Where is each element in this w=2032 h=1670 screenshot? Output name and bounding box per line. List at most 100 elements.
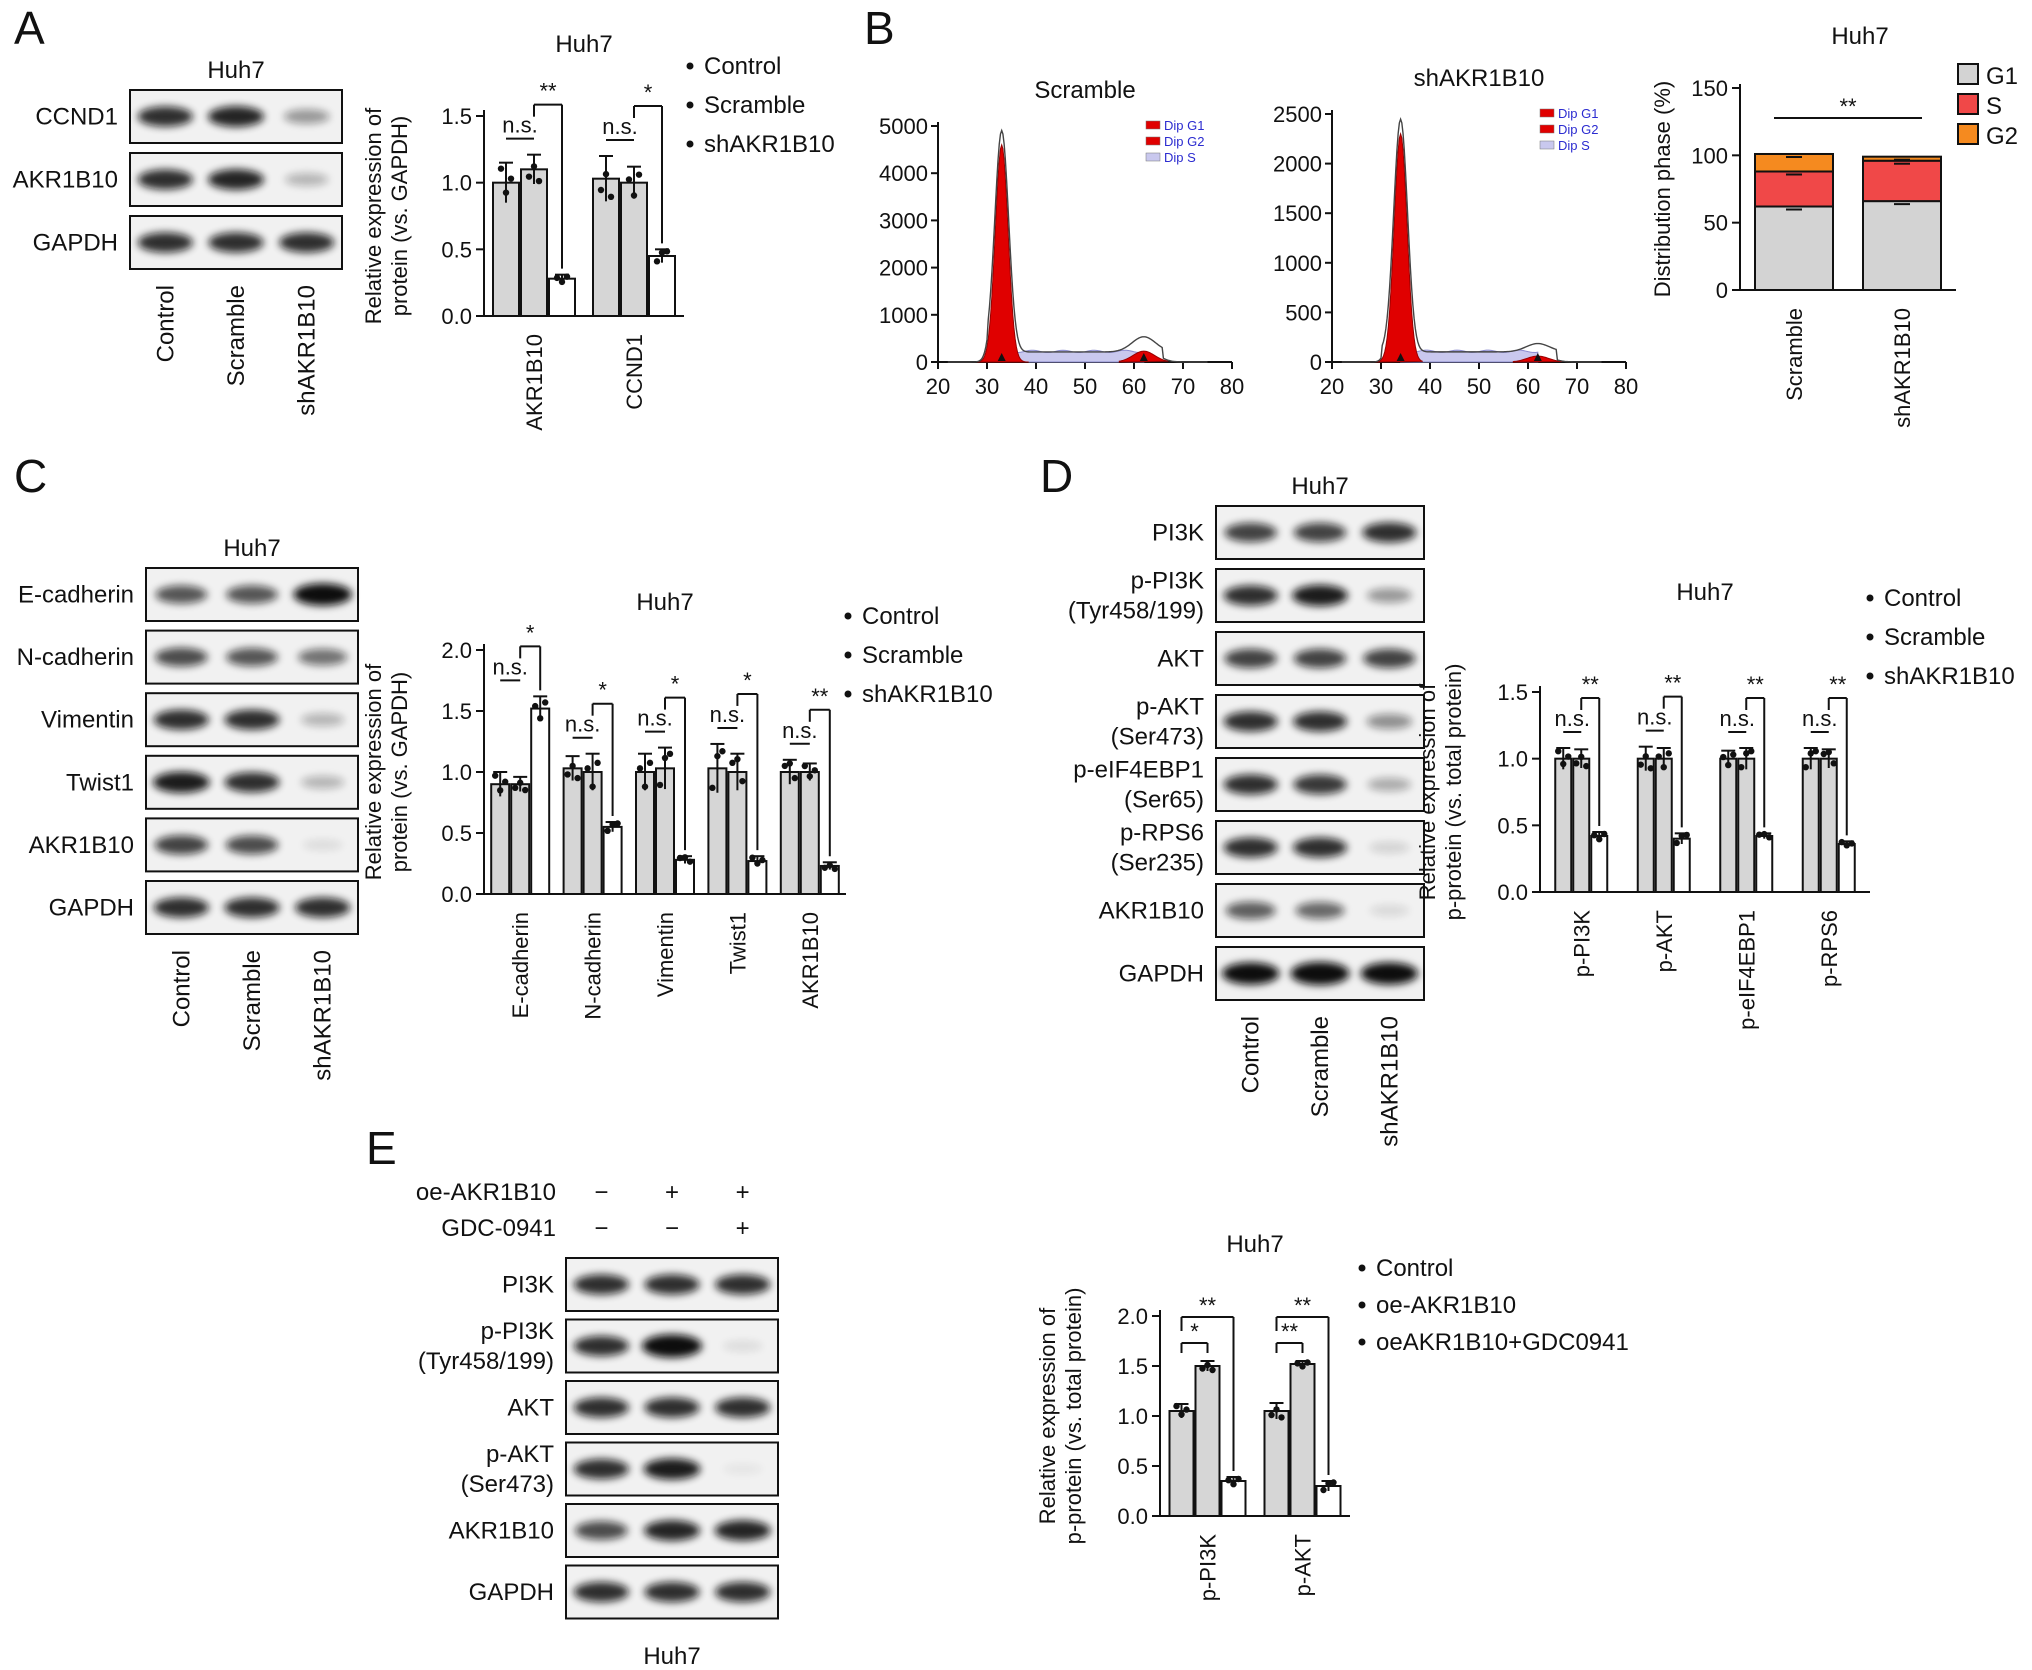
blot-row-label-line: (Ser65)	[1124, 787, 1204, 814]
blot-band	[295, 897, 351, 918]
legend-label: shAKR1B10	[704, 131, 835, 158]
y-axis-label-line: Relative expression of	[361, 107, 386, 324]
data-point	[564, 771, 571, 778]
peak-marker	[997, 353, 1006, 361]
legend-marker	[686, 140, 694, 148]
x-tick-label: AKR1B10	[522, 334, 547, 431]
hist-title: Scramble	[1034, 77, 1135, 104]
ns-label: n.s.	[1802, 706, 1837, 731]
hist-legend-swatch	[1145, 120, 1161, 130]
ns-label: n.s.	[502, 113, 537, 138]
data-point	[636, 765, 644, 772]
sig-label: **	[1294, 1293, 1312, 1318]
y-axis-label: Relative expression of protein (vs. GAPDH…	[361, 107, 412, 324]
data-point	[1802, 764, 1809, 771]
legend-marker	[686, 62, 694, 70]
blot-row-label-line: p-PI3K	[1131, 568, 1204, 595]
y-axis-label-line: protein (vs. GAPDH)	[387, 116, 412, 317]
data-point	[656, 781, 664, 789]
data-point	[676, 854, 684, 862]
blot-row-label-line: (Ser235)	[1111, 850, 1204, 877]
chart-B-stacked: 0 50 100 150 Huh7 Distribution phase (%) Scram…	[1650, 23, 2018, 428]
data-point	[754, 860, 761, 867]
data-point	[1183, 1406, 1190, 1413]
blot-band	[644, 1274, 700, 1295]
blot-row-label-line: p-PI3K	[481, 1318, 554, 1345]
chart-title: Huh7	[555, 31, 612, 58]
x-tick-label: 30	[1369, 374, 1393, 399]
histogram-trace	[1341, 116, 1602, 363]
y-tick-label: 5000	[879, 114, 928, 139]
blot-band	[224, 709, 280, 730]
blot-band	[1293, 522, 1347, 543]
data-point	[497, 787, 504, 794]
y-axis-label: Relative expression of p-protein (vs. tot…	[1035, 1288, 1086, 1545]
hist-legend-swatch	[1539, 140, 1555, 150]
bar	[1654, 757, 1673, 894]
data-point	[749, 854, 756, 861]
y-tick-label: 1.5	[1497, 680, 1528, 705]
x-tick-label: 80	[1220, 374, 1244, 399]
legend-marker	[844, 690, 852, 698]
y-axis-label-group: Relative expression of p-protein (vs. tot…	[1035, 1288, 1086, 1545]
panel-label-D: D	[1040, 450, 1073, 502]
data-point	[630, 192, 638, 199]
y-tick-label: 0	[916, 350, 928, 375]
hist-legend-label: Dip S	[1164, 150, 1196, 165]
blot-row-label-line: (Tyr458/199)	[1068, 598, 1204, 625]
legend-label: Control	[1376, 1255, 1453, 1282]
data-point	[1725, 761, 1732, 769]
data-point	[786, 760, 793, 767]
blot-band	[293, 583, 352, 606]
blot-E: PI3K p-PI3K (Tyr458/199) AKT p-AKT (Ser473) AK…	[416, 1179, 779, 1670]
data-point	[1565, 753, 1572, 760]
data-point	[1660, 764, 1667, 771]
x-tick-label: 40	[1024, 374, 1048, 399]
data-point	[791, 774, 798, 782]
blot-band	[225, 835, 279, 855]
data-point	[1330, 1479, 1337, 1486]
blot-band	[1225, 901, 1276, 920]
data-point	[661, 754, 669, 762]
treatment-label: GDC-0941	[441, 1215, 556, 1242]
blot-band	[715, 1581, 771, 1603]
legend-E: Control oe-AKR1B10 oeAKR1B10+GDC0941	[1358, 1255, 1629, 1356]
data-point	[1665, 750, 1672, 757]
legend-label: shAKR1B10	[1884, 663, 2015, 690]
x-tick-label: N-cadherin	[581, 912, 606, 1020]
blot-band	[226, 585, 278, 604]
blot-band	[154, 835, 209, 855]
data-point	[1812, 748, 1819, 755]
blot-band	[573, 1458, 629, 1480]
bar	[1819, 757, 1838, 894]
legend-marker	[686, 101, 694, 109]
sig-label: **	[539, 79, 557, 104]
blot-lane-label: shAKR1B10	[294, 285, 321, 416]
blot-row-label: AKR1B10	[449, 1518, 554, 1545]
x-tick-label: 60	[1122, 374, 1146, 399]
y-tick-label: 1.0	[441, 760, 472, 785]
data-point	[1642, 753, 1649, 760]
data-point	[653, 258, 661, 265]
panel-label-A: A	[14, 2, 45, 54]
data-point	[826, 862, 833, 869]
data-point	[1583, 762, 1590, 770]
data-point	[535, 177, 543, 185]
data-point	[806, 773, 813, 780]
blot-band	[1362, 522, 1417, 543]
stacked-segment	[1754, 205, 1834, 291]
data-point	[1738, 764, 1745, 771]
bar	[1737, 757, 1756, 894]
y-tick-label: 3000	[879, 208, 928, 233]
blot-row-label-line: p-RPS6	[1120, 820, 1204, 847]
blot-band	[298, 648, 348, 666]
ns-label: n.s.	[565, 712, 600, 737]
data-point	[625, 176, 633, 183]
blot-band	[573, 1335, 629, 1357]
blot-band	[722, 1340, 763, 1352]
peak-marker	[1533, 353, 1542, 361]
hist-title: shAKR1B10	[1414, 65, 1545, 92]
y-axis-label-line: Relative expression of	[1415, 683, 1440, 900]
data-point	[614, 820, 621, 827]
y-tick-label: 0	[1716, 278, 1728, 303]
